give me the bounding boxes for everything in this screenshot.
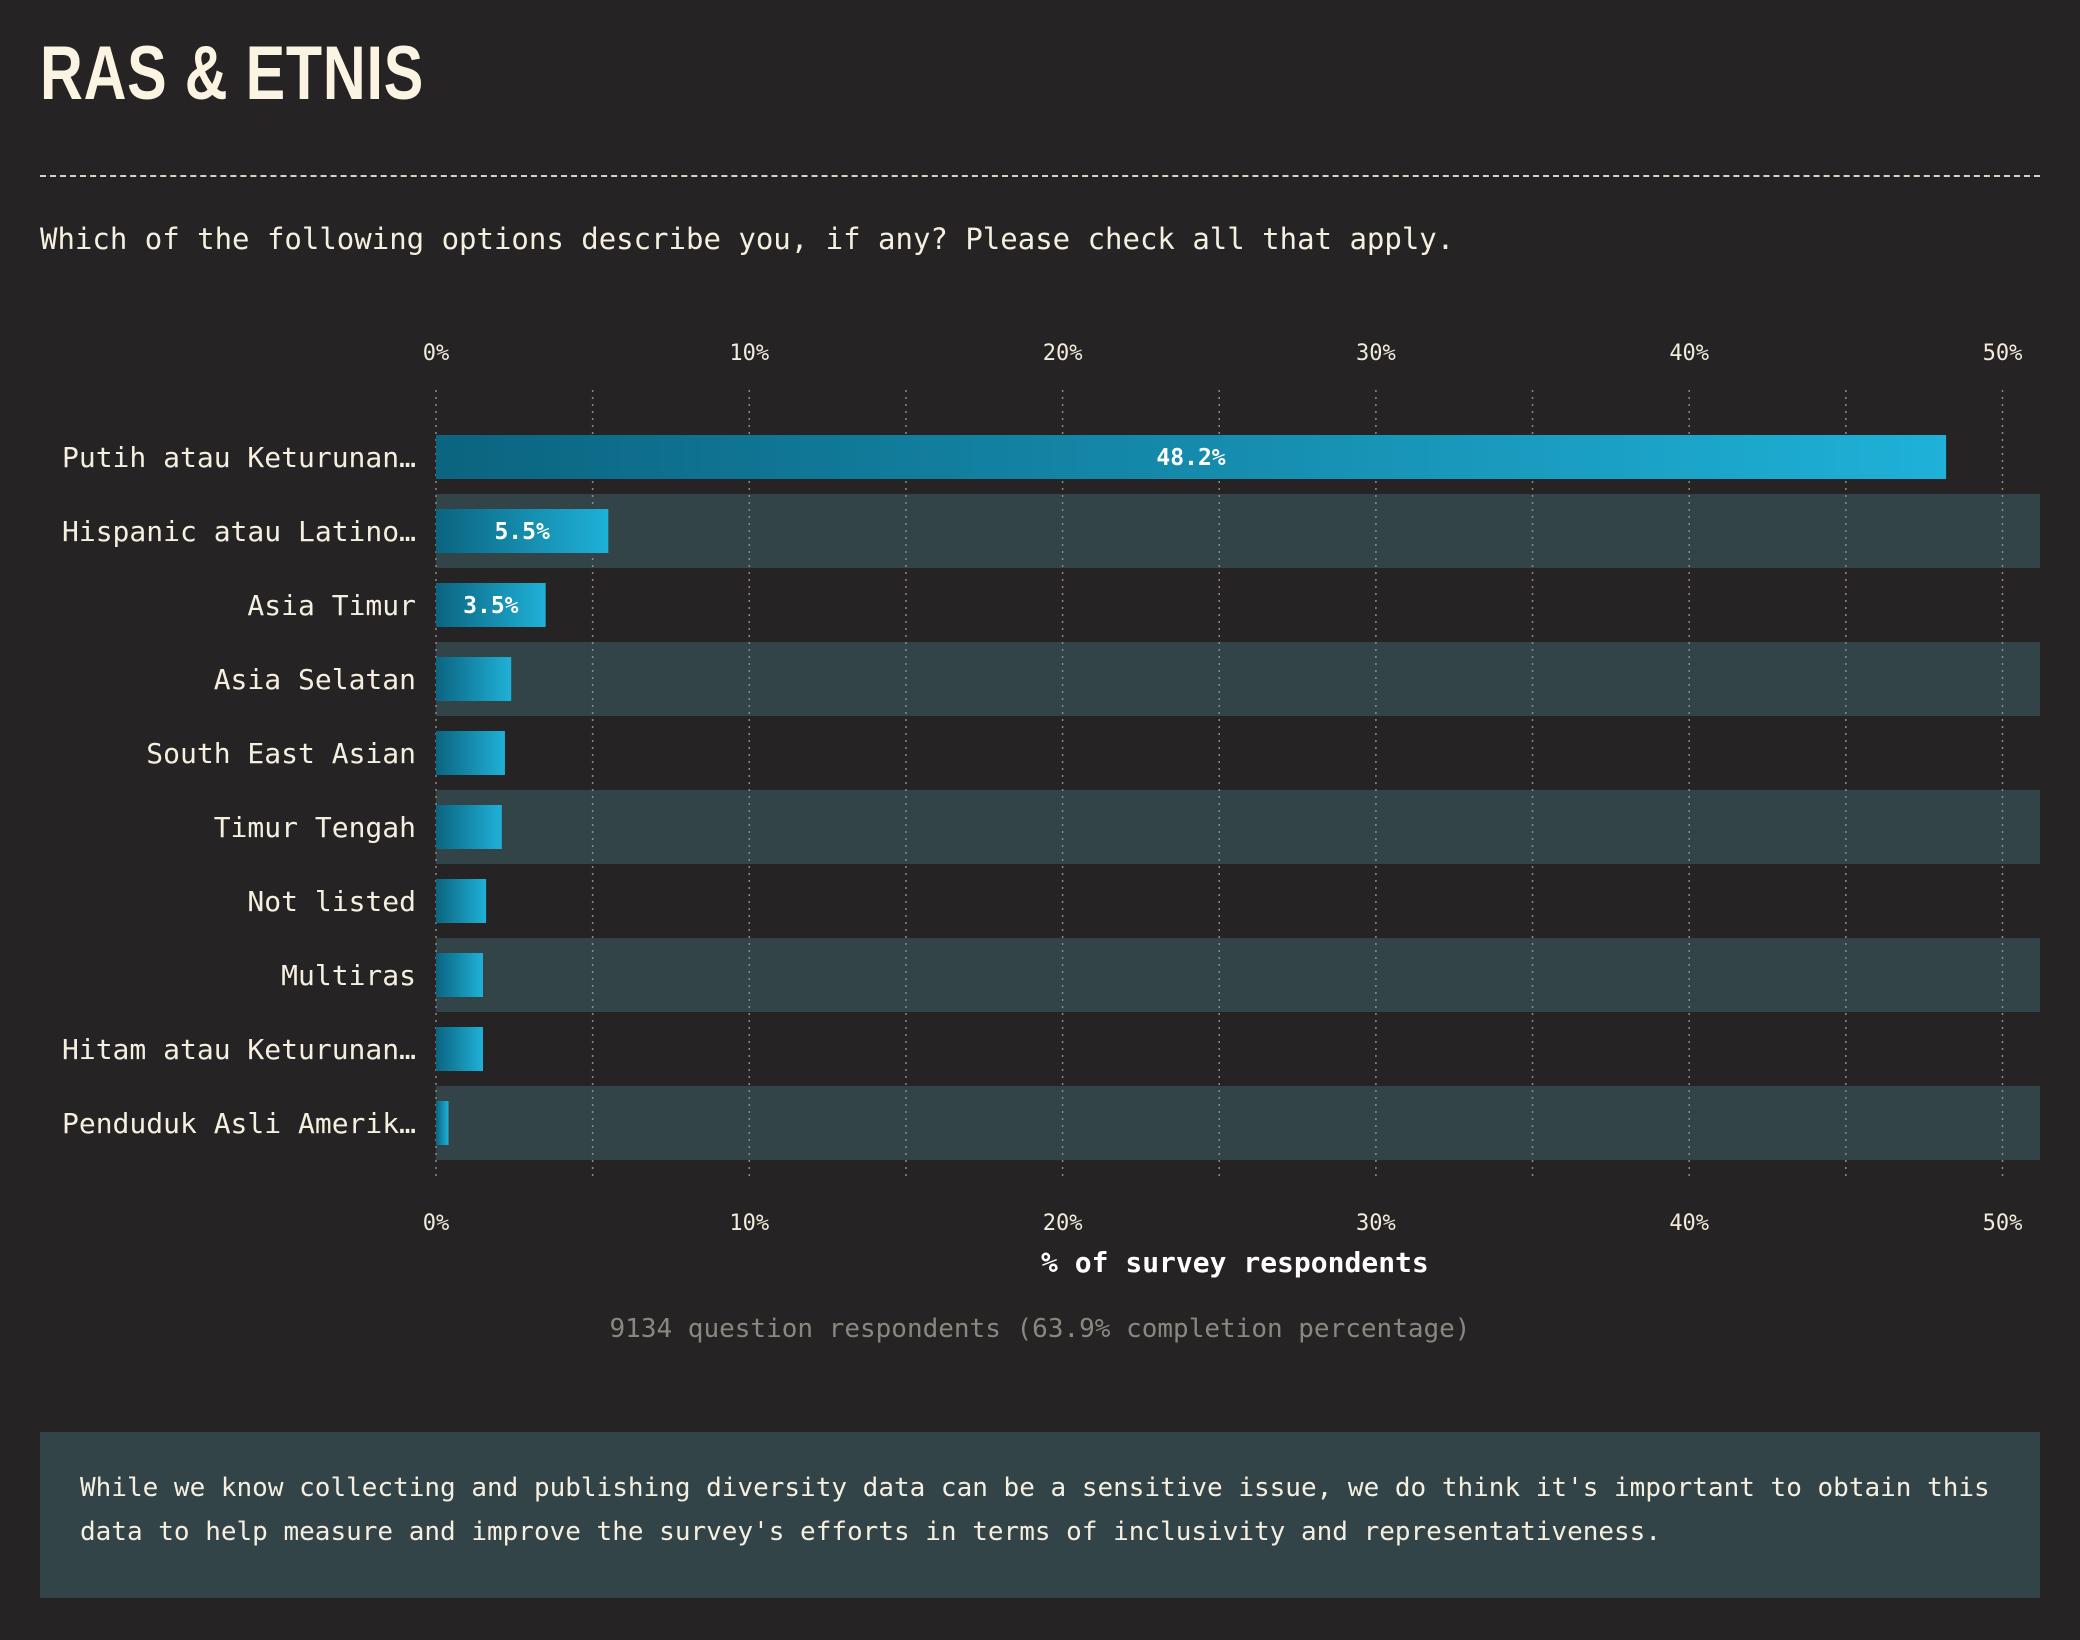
title-divider [40,175,2040,177]
bar [436,953,483,997]
bar-value-label: 48.2% [1156,445,1225,471]
x-axis-bottom: 0% 10% 20% 30% 40% 50% [423,1211,2023,1236]
bar [436,731,505,775]
category-label: Timur Tengah [214,811,416,844]
category-label: Penduduk Asli Amerik… [62,1107,416,1140]
value-labels: 48.2% 5.5% 3.5% [463,445,1226,619]
x-tick-label-bottom: 50% [1983,1211,2023,1236]
bar [436,879,487,923]
bar-chart: 0% 10% 20% 30% 40% 50% 0% 10% 20% 30% 40% 50% Puti… [62,341,2040,1279]
bar-value-label: 5.5% [494,519,550,545]
bar [436,805,502,849]
category-label: Asia Timur [247,589,416,622]
bar [436,657,512,701]
row-band [436,790,2040,864]
respondents-footnote: 9134 question respondents (63.9% complet… [609,1314,1471,1344]
row-band [436,1086,2040,1160]
category-label: Not listed [247,885,416,918]
row-bands [436,494,2040,1160]
bar [436,1101,449,1145]
x-axis-top: 0% 10% 20% 30% 40% 50% [423,341,2023,366]
category-label: South East Asian [146,737,416,770]
category-label: Hispanic atau Latino… [62,515,416,548]
diversity-note: While we know collecting and publishing … [40,1432,2040,1598]
bar [436,1027,483,1071]
x-tick-label-top: 0% [423,341,450,366]
x-tick-label-bottom: 10% [729,1211,769,1236]
row-band [436,642,2040,716]
x-tick-label-top: 40% [1669,341,1709,366]
category-label: Hitam atau Keturunan… [62,1033,416,1066]
category-label: Multiras [281,959,416,992]
x-tick-label-top: 50% [1983,341,2023,366]
category-label: Asia Selatan [214,663,416,696]
x-tick-label-top: 20% [1043,341,1083,366]
x-axis-title: % of survey respondents [1041,1246,1429,1279]
page-title: RAS & ETNIS [40,31,425,116]
x-tick-label-top: 10% [729,341,769,366]
row-band [436,494,2040,568]
x-tick-label-top: 30% [1356,341,1396,366]
x-tick-label-bottom: 20% [1043,1211,1083,1236]
bar [436,435,1947,479]
category-labels: Putih atau Keturunan… Hispanic atau Latin… [62,441,416,1140]
category-label: Putih atau Keturunan… [62,441,416,474]
x-tick-label-bottom: 40% [1669,1211,1709,1236]
diversity-note-text: While we know collecting and publishing … [80,1473,1990,1547]
x-tick-label-bottom: 0% [423,1211,450,1236]
survey-question: Which of the following options describe … [40,222,1455,256]
bar-value-label: 3.5% [463,593,519,619]
bars [436,435,1947,1145]
bar [436,509,609,553]
x-tick-label-bottom: 30% [1356,1211,1396,1236]
bar [436,583,546,627]
row-band [436,938,2040,1012]
